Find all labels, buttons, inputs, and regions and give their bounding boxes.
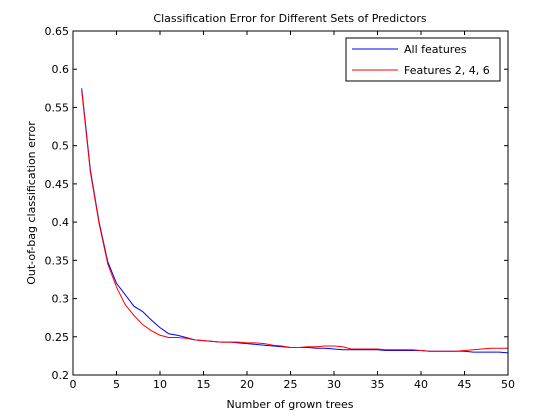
x-tick-label: 45 <box>458 378 472 391</box>
x-axis-label: Number of grown trees <box>226 398 353 411</box>
series-layer <box>81 88 509 354</box>
y-tick-label: 0.4 <box>52 216 70 229</box>
y-tick-label: 0.55 <box>45 101 70 114</box>
x-tick-label: 35 <box>371 378 385 391</box>
x-tick-label: 10 <box>153 378 167 391</box>
y-tick-label: 0.35 <box>45 254 70 267</box>
x-tick-label: 0 <box>70 378 77 391</box>
y-tick-label: 0.65 <box>45 25 70 38</box>
plot-area <box>73 31 508 375</box>
x-tick-label: 15 <box>197 378 211 391</box>
y-tick-label: 0.6 <box>52 63 70 76</box>
x-tick-label: 30 <box>327 378 341 391</box>
x-tick-label: 20 <box>240 378 254 391</box>
x-tick-label: 5 <box>113 378 120 391</box>
series-line-features-2-4-6 <box>81 90 508 352</box>
y-tick-label: 0.2 <box>52 369 70 382</box>
legend: All features Features 2, 4, 6 <box>345 37 501 82</box>
legend-box <box>345 37 501 82</box>
chart-title: Classification Error for Different Sets … <box>153 12 426 25</box>
y-tick-label: 0.25 <box>45 331 70 344</box>
y-tick-label: 0.45 <box>45 178 70 191</box>
legend-label-features-2-4-6: Features 2, 4, 6 <box>404 64 490 77</box>
y-axis-label: Out-of-bag classification error <box>25 121 38 285</box>
axes-box <box>72 30 509 376</box>
x-tick-label: 25 <box>284 378 298 391</box>
y-tick-label: 0.5 <box>52 140 70 153</box>
x-tick-label: 40 <box>414 378 428 391</box>
legend-label-all-features: All features <box>404 43 467 56</box>
x-tick-label: 50 <box>501 378 515 391</box>
ticks-layer: 0 5 10 15 20 25 30 35 40 45 50 0.2 0.25 0.3 0.35 0.4 0.4… <box>45 25 516 391</box>
y-tick-label: 0.3 <box>52 293 70 306</box>
